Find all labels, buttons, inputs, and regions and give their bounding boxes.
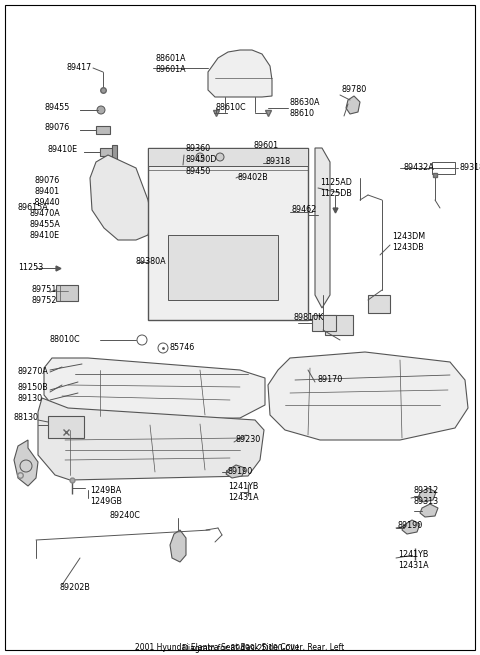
Text: 89780: 89780 — [342, 86, 367, 94]
Text: 89455: 89455 — [45, 103, 70, 113]
Text: 1243DM
1243DB: 1243DM 1243DB — [392, 232, 425, 252]
Bar — [168, 235, 278, 300]
Bar — [368, 295, 390, 313]
Text: 89202B: 89202B — [60, 584, 91, 593]
Text: 89230: 89230 — [236, 436, 261, 445]
Text: 1241YB
12431A: 1241YB 12431A — [228, 482, 259, 502]
Polygon shape — [420, 504, 438, 517]
Text: 2001 Hyundai Elantra Seat Back Side Cover, Rear, Left: 2001 Hyundai Elantra Seat Back Side Cove… — [135, 643, 345, 652]
Text: 89318: 89318 — [460, 164, 480, 172]
Text: 89240C: 89240C — [110, 512, 141, 521]
Polygon shape — [226, 465, 245, 478]
Polygon shape — [346, 96, 360, 114]
Text: 89402B: 89402B — [238, 174, 269, 183]
Text: 89380A: 89380A — [135, 257, 166, 267]
Polygon shape — [170, 530, 186, 562]
Text: 89462: 89462 — [292, 206, 317, 214]
Text: 89360
89450D
89450: 89360 89450D 89450 — [185, 144, 216, 176]
Text: 88630A
88610: 88630A 88610 — [290, 98, 321, 118]
Circle shape — [97, 106, 105, 114]
Text: 89190: 89190 — [398, 521, 423, 531]
Text: 89810K: 89810K — [293, 314, 323, 322]
Text: 89190: 89190 — [228, 468, 253, 476]
Polygon shape — [402, 520, 420, 534]
Text: 89312
89313: 89312 89313 — [413, 486, 438, 506]
Text: 89410E: 89410E — [48, 145, 78, 155]
Text: 89076: 89076 — [45, 124, 70, 132]
Text: 11253: 11253 — [18, 263, 43, 272]
Bar — [312, 315, 336, 331]
Text: 89417: 89417 — [67, 64, 92, 73]
Text: 89601: 89601 — [253, 141, 278, 151]
Text: 1125AD
1125DB: 1125AD 1125DB — [320, 178, 352, 198]
Bar — [432, 162, 455, 174]
Bar — [148, 148, 308, 166]
Text: 88130: 88130 — [14, 413, 39, 422]
Polygon shape — [14, 440, 38, 486]
Polygon shape — [44, 358, 265, 420]
Text: 1241YB
12431A: 1241YB 12431A — [398, 550, 429, 570]
Polygon shape — [38, 398, 264, 480]
Bar — [96, 126, 110, 134]
Text: 89076
89401
 89440
89470A
89455A
89410E: 89076 89401 89440 89470A 89455A 89410E — [29, 176, 60, 240]
Text: 85746: 85746 — [170, 343, 195, 352]
Text: Diagram for 89499-2D100-CIU: Diagram for 89499-2D100-CIU — [182, 644, 298, 653]
Text: 88010C: 88010C — [49, 335, 80, 345]
Bar — [48, 416, 84, 438]
Text: 89170: 89170 — [317, 375, 342, 384]
Text: 89751
89752: 89751 89752 — [32, 285, 58, 305]
Text: 89270A: 89270A — [18, 367, 49, 377]
Circle shape — [216, 153, 224, 161]
Polygon shape — [418, 488, 436, 502]
Text: 89432A: 89432A — [403, 164, 434, 172]
Text: 89318: 89318 — [265, 157, 290, 166]
Polygon shape — [208, 50, 272, 97]
Bar — [325, 315, 353, 335]
Text: 89150B
89130: 89150B 89130 — [18, 383, 49, 403]
Circle shape — [196, 153, 204, 161]
Bar — [148, 148, 308, 320]
Text: 89615A: 89615A — [18, 204, 49, 212]
Text: 88610C: 88610C — [216, 103, 247, 113]
Text: 88601A
89601A: 88601A 89601A — [155, 54, 186, 74]
Polygon shape — [268, 352, 468, 440]
Polygon shape — [315, 148, 330, 308]
Bar — [100, 148, 116, 156]
Polygon shape — [90, 155, 152, 240]
Bar — [112, 145, 117, 159]
Text: 1249BA
1249GB: 1249BA 1249GB — [90, 486, 122, 506]
Bar — [56, 285, 78, 301]
